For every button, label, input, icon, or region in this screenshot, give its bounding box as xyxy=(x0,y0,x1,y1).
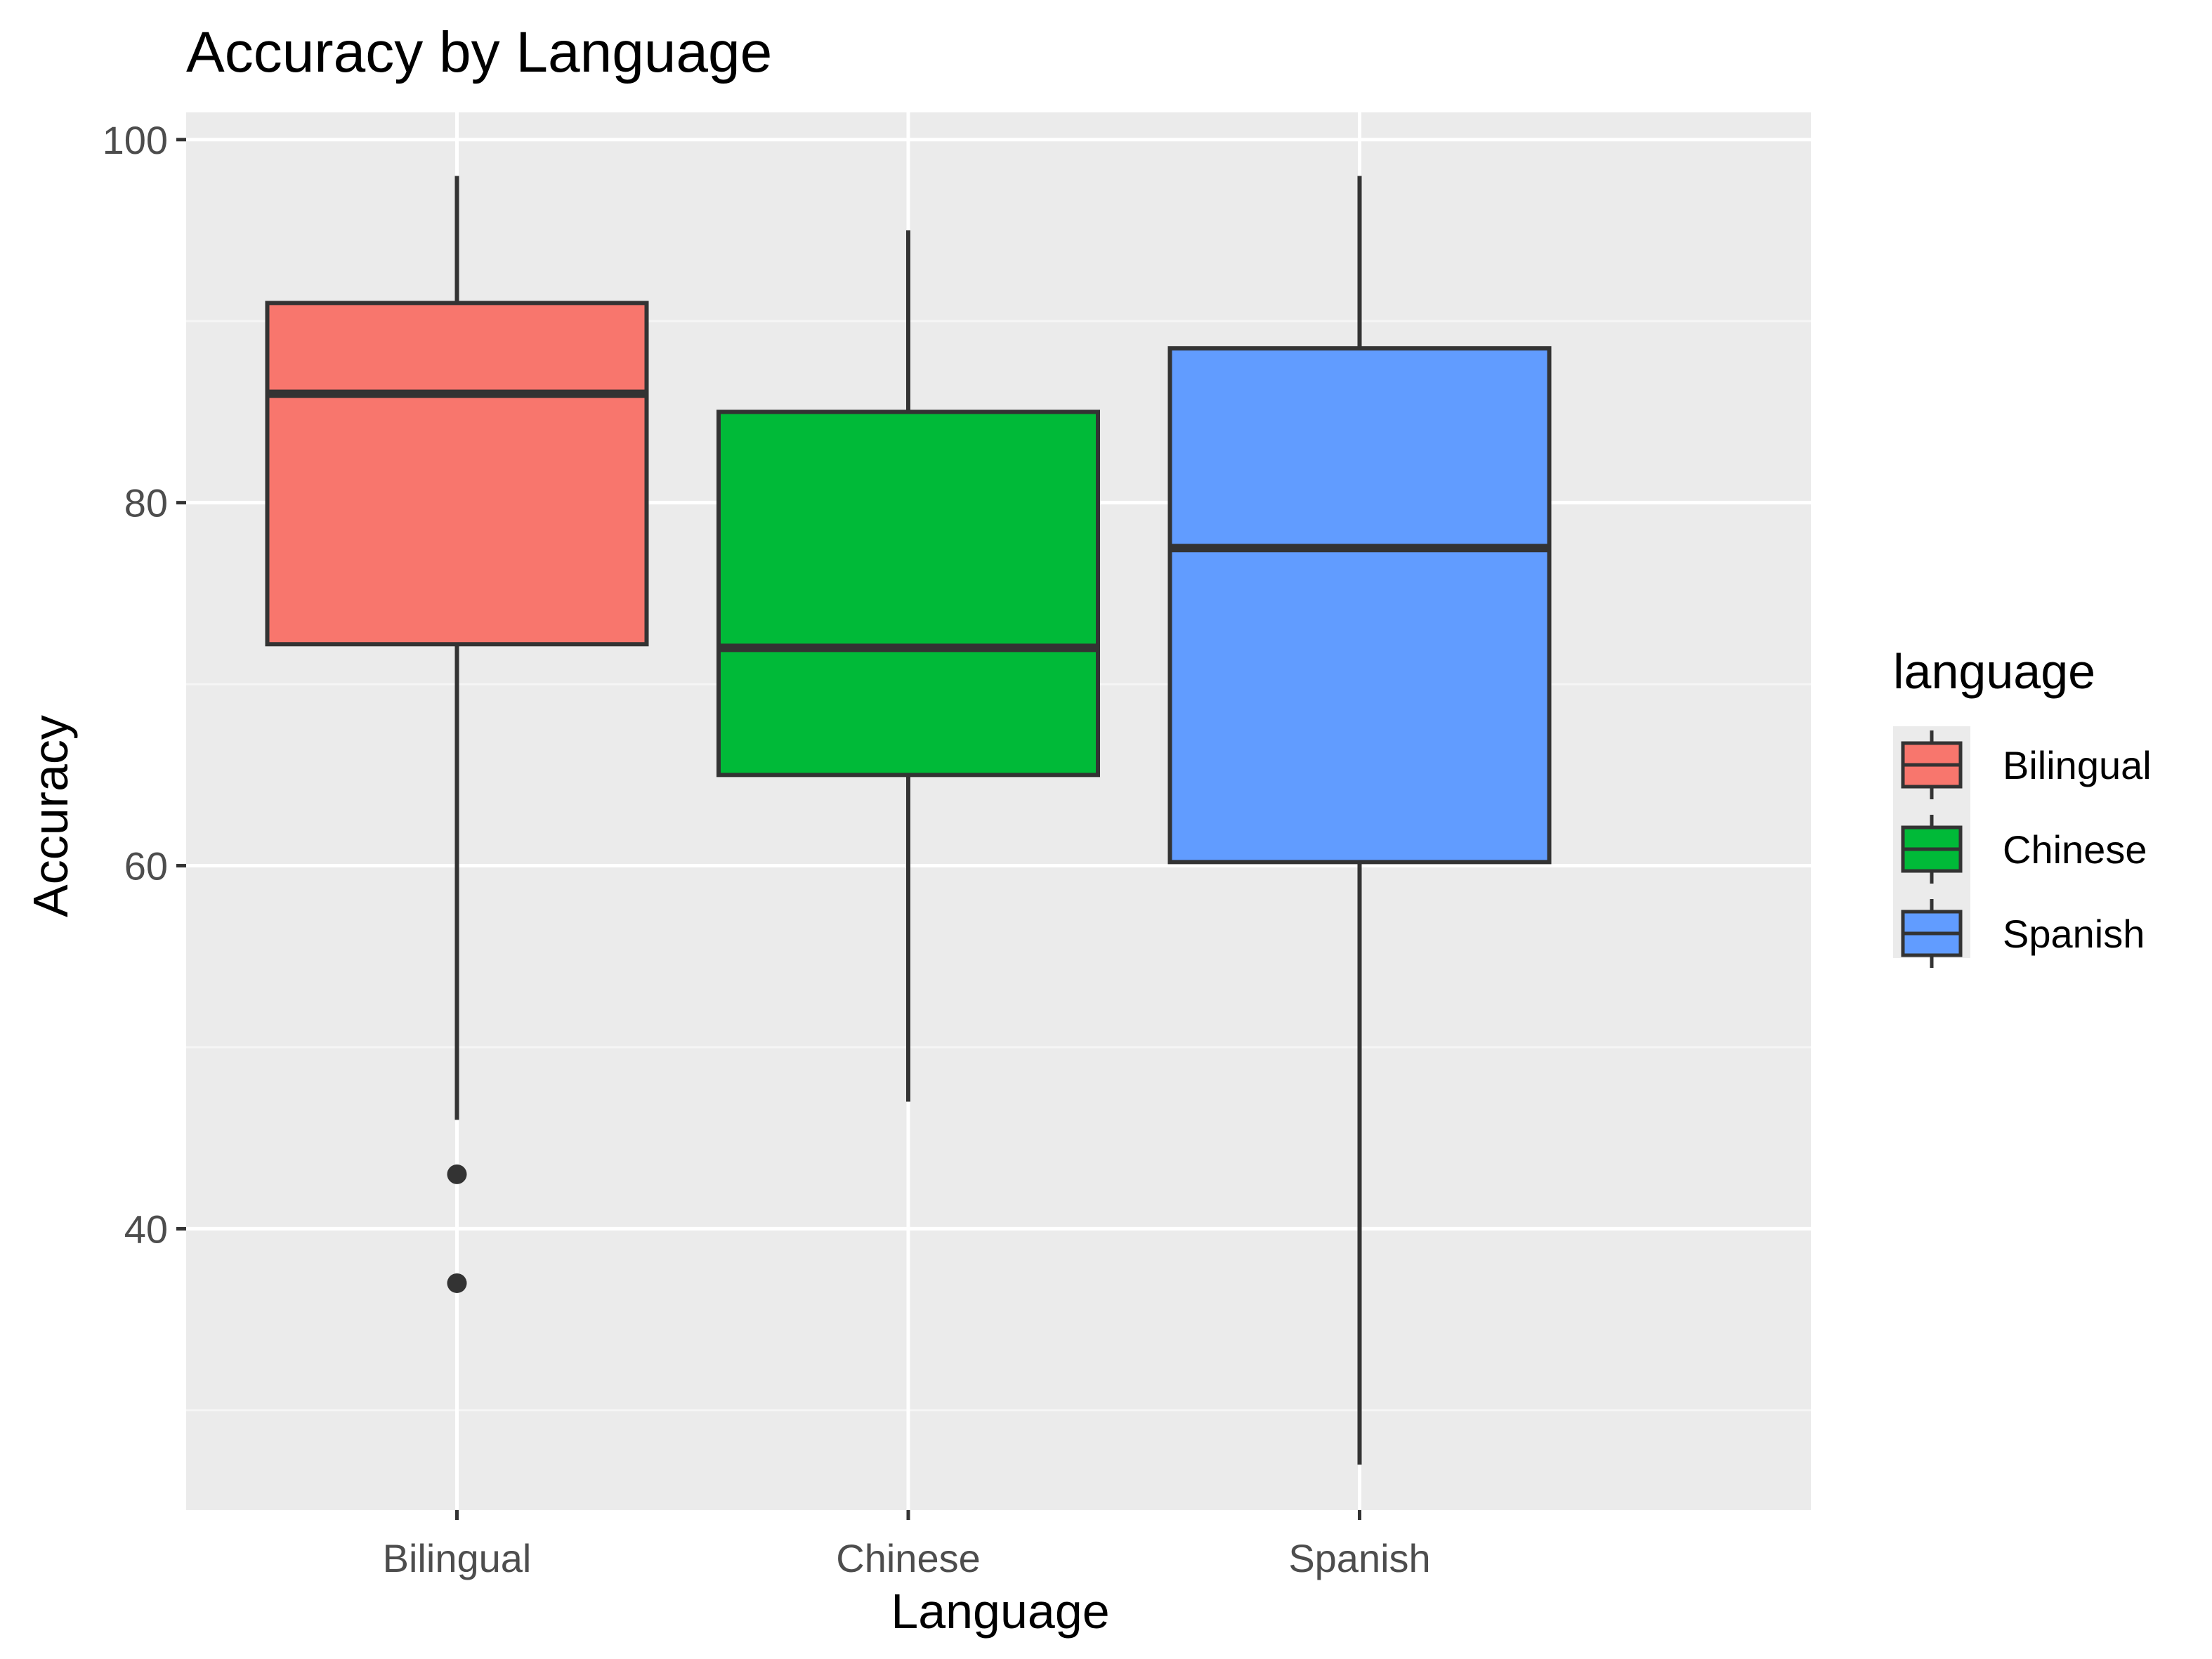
legend-item-label: Bilingual xyxy=(2003,743,2152,787)
legend: language Bilingual Chinese Spanish xyxy=(1893,644,2152,968)
plot-panel xyxy=(186,112,1811,1510)
y-tick-label: 60 xyxy=(124,844,168,888)
outlier-point xyxy=(447,1164,467,1184)
legend-title: language xyxy=(1893,644,2095,699)
x-tick-label: Bilingual xyxy=(383,1536,532,1580)
legend-item-chinese: Chinese xyxy=(1901,815,2147,884)
outlier-point xyxy=(447,1273,467,1293)
y-tick-label: 100 xyxy=(103,118,168,162)
legend-item-label: Spanish xyxy=(2003,912,2145,956)
iqr-box xyxy=(265,301,649,647)
x-axis-ticks: Bilingual Chinese Spanish xyxy=(383,1510,1431,1580)
legend-item-bilingual: Bilingual xyxy=(1901,730,2152,799)
y-axis-title: Accuracy xyxy=(23,715,78,917)
y-tick-label: 80 xyxy=(124,481,168,525)
x-tick-label: Spanish xyxy=(1288,1536,1430,1580)
box-spanish xyxy=(1167,176,1552,1465)
iqr-box xyxy=(1167,346,1552,865)
x-axis-title: Language xyxy=(891,1584,1109,1639)
x-tick-label: Chinese xyxy=(836,1536,980,1580)
legend-item-spanish: Spanish xyxy=(1901,899,2145,968)
chart-title: Accuracy by Language xyxy=(186,20,772,84)
iqr-box xyxy=(716,409,1100,778)
y-tick-label: 40 xyxy=(124,1207,168,1251)
legend-item-label: Chinese xyxy=(2003,827,2147,872)
y-axis-ticks: 40 60 80 100 xyxy=(103,118,186,1251)
box-chinese xyxy=(716,230,1100,1102)
box-bilingual xyxy=(265,176,649,1293)
